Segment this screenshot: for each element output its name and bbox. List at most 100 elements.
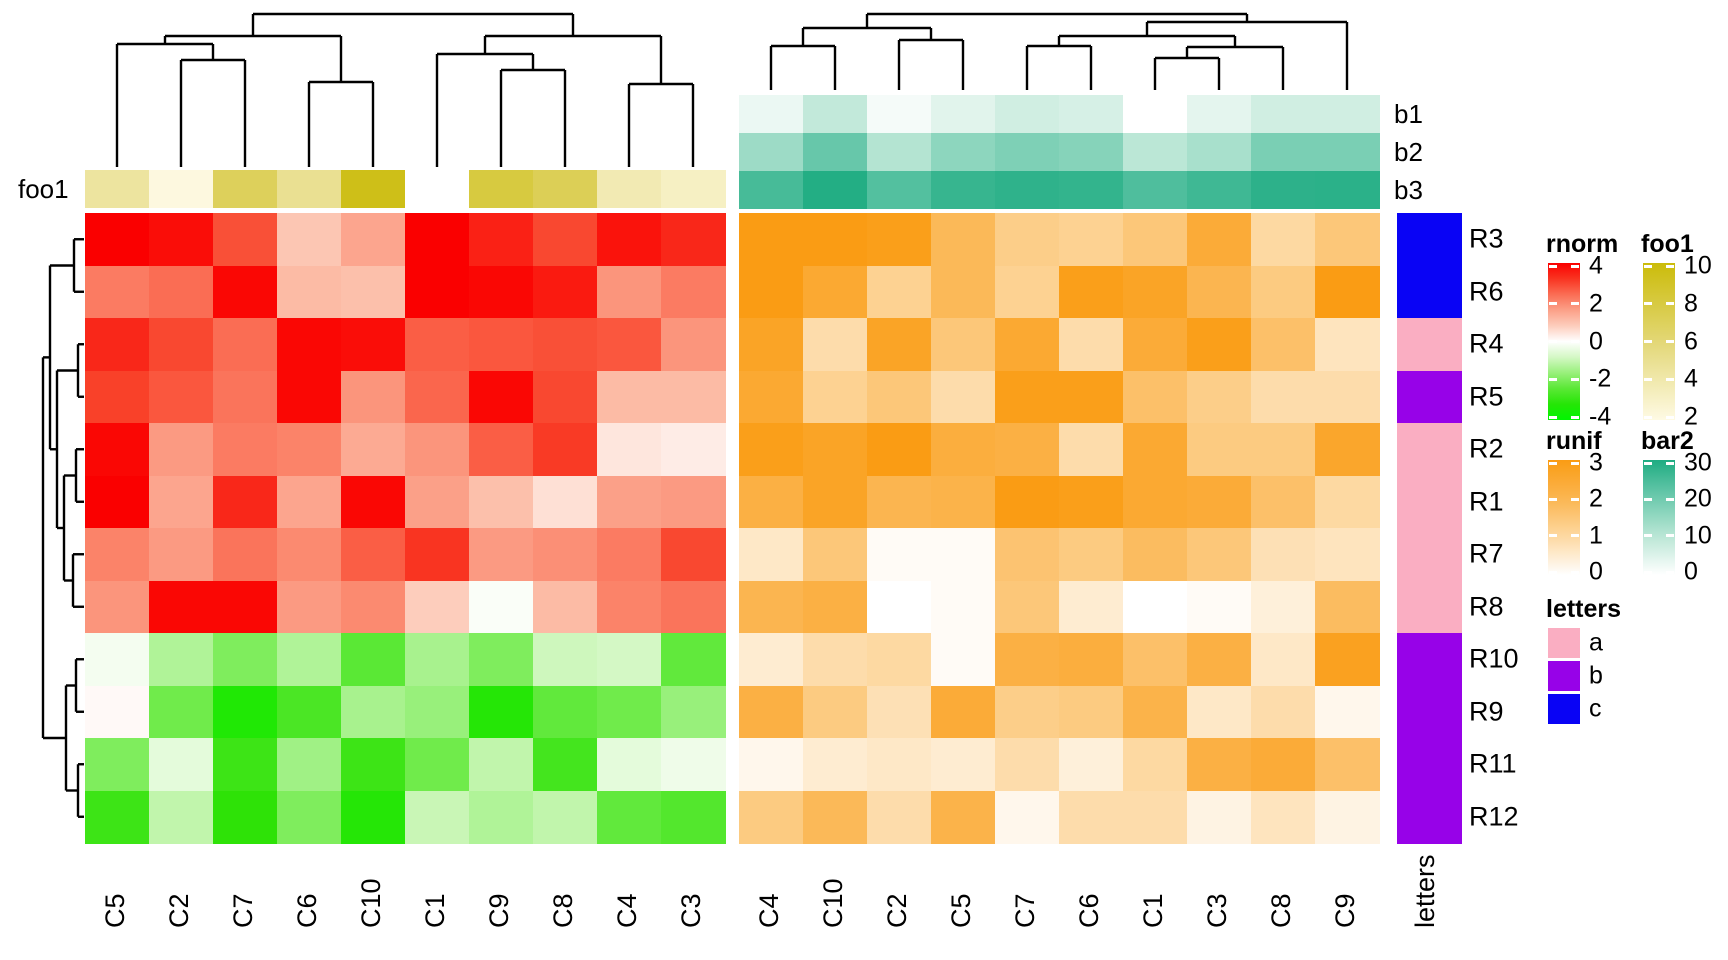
rnorm-cell[interactable] <box>277 265 342 319</box>
runif-cell[interactable] <box>1251 580 1316 634</box>
rnorm-cell[interactable] <box>277 580 342 634</box>
runif-cell[interactable] <box>867 528 932 581</box>
rnorm-cell[interactable] <box>277 318 342 371</box>
runif-cell[interactable] <box>739 633 804 686</box>
rnorm-cell[interactable] <box>341 738 406 791</box>
rnorm-cell[interactable] <box>277 475 342 529</box>
runif-cell[interactable] <box>1187 318 1252 371</box>
runif-cell[interactable] <box>1123 475 1188 529</box>
runif-cell[interactable] <box>931 738 996 791</box>
rnorm-cell[interactable] <box>405 738 470 791</box>
runif-cell[interactable] <box>867 265 932 319</box>
bar2-annotation-cell[interactable] <box>867 133 932 171</box>
rnorm-cell[interactable] <box>149 738 214 791</box>
runif-cell[interactable] <box>1315 633 1380 686</box>
runif-cell[interactable] <box>803 528 868 581</box>
bar2-annotation-cell[interactable] <box>803 95 868 133</box>
rnorm-cell[interactable] <box>213 738 278 791</box>
bar2-annotation-cell[interactable] <box>1251 95 1316 133</box>
runif-cell[interactable] <box>1251 475 1316 529</box>
bar2-annotation-cell[interactable] <box>867 95 932 133</box>
rnorm-cell[interactable] <box>533 370 598 424</box>
rnorm-cell[interactable] <box>213 685 278 739</box>
runif-cell[interactable] <box>1187 475 1252 529</box>
bar2-annotation-cell[interactable] <box>931 95 996 133</box>
foo1-annotation-cell[interactable] <box>149 170 214 208</box>
rnorm-cell[interactable] <box>85 370 150 424</box>
rnorm-cell[interactable] <box>597 528 662 581</box>
letters-annotation-cell[interactable] <box>1397 528 1462 581</box>
letters-annotation-cell[interactable] <box>1397 265 1462 319</box>
letters-annotation-cell[interactable] <box>1397 738 1462 791</box>
rnorm-cell[interactable] <box>405 685 470 739</box>
runif-cell[interactable] <box>931 580 996 634</box>
runif-cell[interactable] <box>1315 318 1380 371</box>
foo1-annotation-cell[interactable] <box>597 170 662 208</box>
runif-cell[interactable] <box>1251 528 1316 581</box>
rnorm-cell[interactable] <box>533 580 598 634</box>
runif-cell[interactable] <box>995 265 1060 319</box>
rnorm-cell[interactable] <box>597 738 662 791</box>
rnorm-cell[interactable] <box>149 528 214 581</box>
runif-cell[interactable] <box>1251 423 1316 476</box>
rnorm-cell[interactable] <box>597 213 662 266</box>
rnorm-cell[interactable] <box>213 790 278 844</box>
runif-cell[interactable] <box>867 738 932 791</box>
rnorm-cell[interactable] <box>277 790 342 844</box>
rnorm-cell[interactable] <box>213 633 278 686</box>
rnorm-cell[interactable] <box>533 265 598 319</box>
runif-cell[interactable] <box>739 528 804 581</box>
rnorm-cell[interactable] <box>597 685 662 739</box>
runif-cell[interactable] <box>1123 370 1188 424</box>
rnorm-cell[interactable] <box>277 213 342 266</box>
rnorm-cell[interactable] <box>469 790 534 844</box>
runif-cell[interactable] <box>1123 790 1188 844</box>
rnorm-cell[interactable] <box>533 790 598 844</box>
runif-cell[interactable] <box>1187 580 1252 634</box>
letters-annotation-cell[interactable] <box>1397 475 1462 529</box>
runif-cell[interactable] <box>803 213 868 266</box>
runif-cell[interactable] <box>1059 738 1124 791</box>
rnorm-cell[interactable] <box>213 213 278 266</box>
rnorm-cell[interactable] <box>149 580 214 634</box>
rnorm-cell[interactable] <box>661 633 726 686</box>
runif-cell[interactable] <box>867 790 932 844</box>
rnorm-cell[interactable] <box>469 580 534 634</box>
runif-cell[interactable] <box>1123 423 1188 476</box>
runif-cell[interactable] <box>1315 738 1380 791</box>
runif-cell[interactable] <box>931 685 996 739</box>
bar2-annotation-cell[interactable] <box>803 171 868 209</box>
bar2-annotation-cell[interactable] <box>1123 95 1188 133</box>
runif-cell[interactable] <box>1059 633 1124 686</box>
rnorm-cell[interactable] <box>405 580 470 634</box>
bar2-annotation-cell[interactable] <box>995 95 1060 133</box>
runif-cell[interactable] <box>1059 370 1124 424</box>
rnorm-cell[interactable] <box>661 423 726 476</box>
rnorm-cell[interactable] <box>597 633 662 686</box>
runif-cell[interactable] <box>1187 790 1252 844</box>
rnorm-cell[interactable] <box>341 685 406 739</box>
runif-cell[interactable] <box>1059 213 1124 266</box>
bar2-annotation-cell[interactable] <box>931 133 996 171</box>
runif-cell[interactable] <box>1251 633 1316 686</box>
rnorm-cell[interactable] <box>213 580 278 634</box>
runif-cell[interactable] <box>1187 633 1252 686</box>
rnorm-cell[interactable] <box>533 318 598 371</box>
runif-cell[interactable] <box>1251 370 1316 424</box>
runif-cell[interactable] <box>995 528 1060 581</box>
runif-cell[interactable] <box>1315 423 1380 476</box>
rnorm-cell[interactable] <box>149 633 214 686</box>
rnorm-cell[interactable] <box>341 318 406 371</box>
runif-cell[interactable] <box>1251 213 1316 266</box>
runif-cell[interactable] <box>995 475 1060 529</box>
runif-cell[interactable] <box>931 370 996 424</box>
runif-cell[interactable] <box>1123 685 1188 739</box>
runif-cell[interactable] <box>739 213 804 266</box>
rnorm-cell[interactable] <box>405 475 470 529</box>
runif-cell[interactable] <box>1315 685 1380 739</box>
foo1-annotation-cell[interactable] <box>85 170 150 208</box>
runif-cell[interactable] <box>739 685 804 739</box>
rnorm-cell[interactable] <box>469 528 534 581</box>
foo1-annotation-cell[interactable] <box>533 170 598 208</box>
rnorm-cell[interactable] <box>277 633 342 686</box>
